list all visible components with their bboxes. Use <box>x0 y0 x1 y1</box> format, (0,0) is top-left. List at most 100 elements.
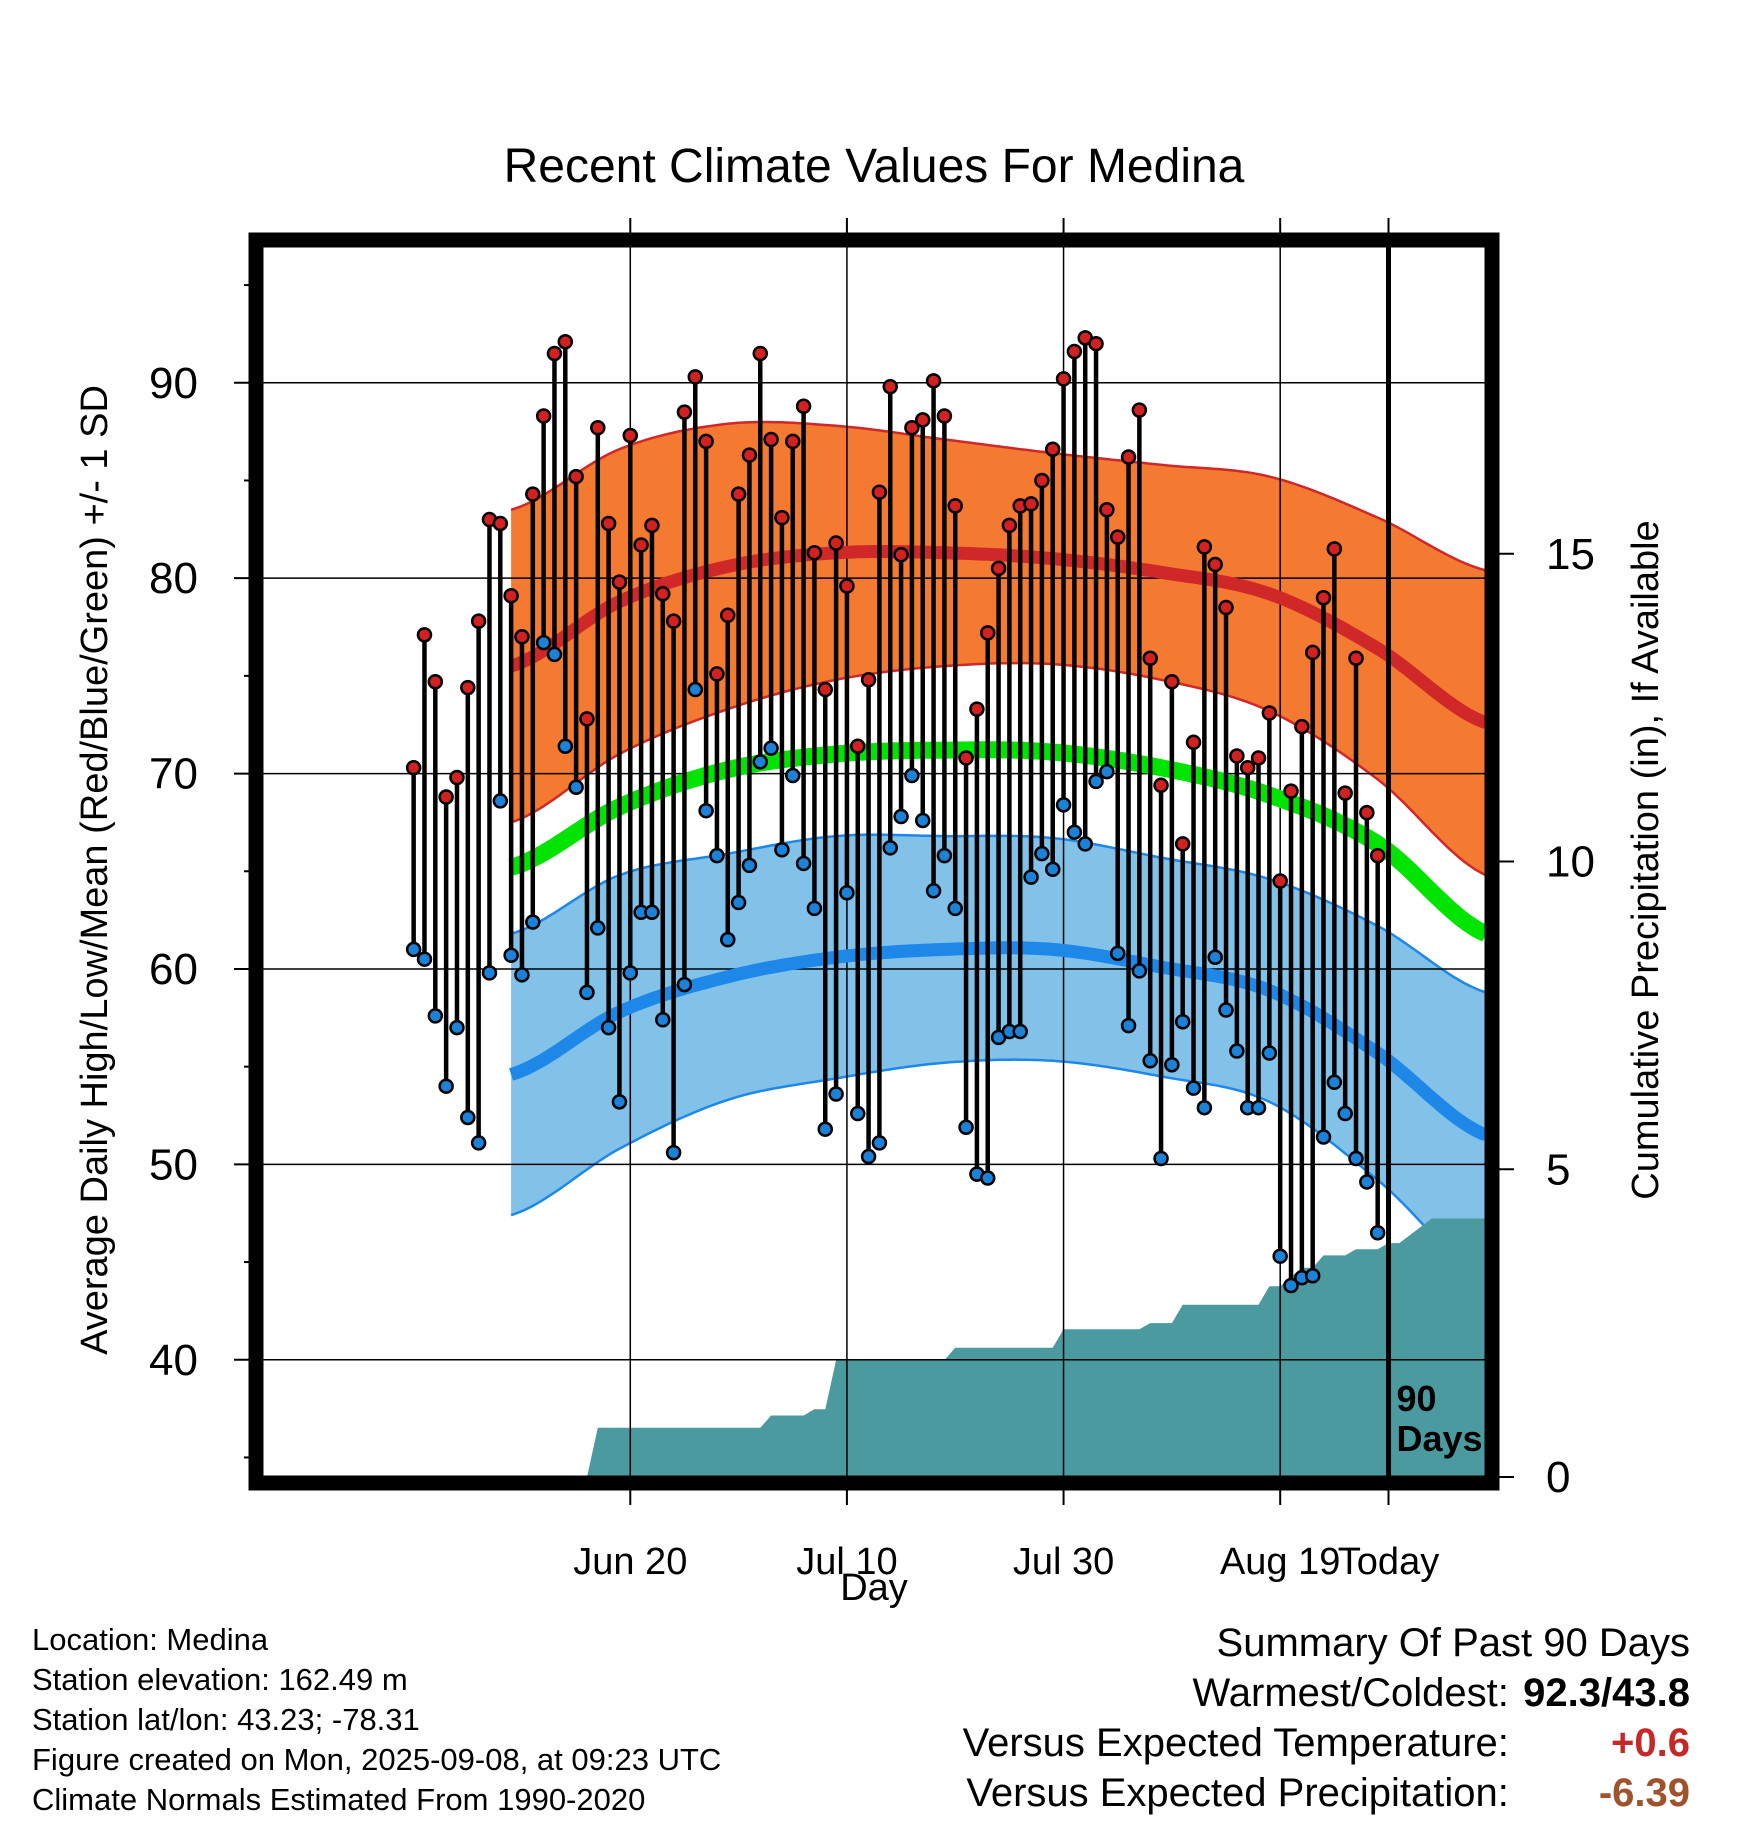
low-temp-point <box>698 802 714 819</box>
low-temp-point <box>1218 1002 1234 1018</box>
high-temp-point <box>1218 599 1234 616</box>
high-temp-point <box>492 515 509 532</box>
high-temp-point <box>503 588 519 604</box>
low-temp-point <box>871 1135 888 1151</box>
x-axis-label: Day <box>840 1567 908 1609</box>
extremes-label: Warmest/Coldest: <box>1192 1671 1509 1715</box>
high-temp-point <box>1164 673 1180 690</box>
low-temp-point <box>481 965 498 981</box>
low-temp-point <box>806 900 823 917</box>
high-temp-point <box>925 373 942 389</box>
high-temp-point <box>709 666 725 682</box>
low-temp-point <box>850 1105 866 1122</box>
chart-title: Recent Climate Values For Medina <box>504 140 1245 193</box>
low-temp-point <box>1229 1043 1245 1059</box>
low-temp-point <box>904 767 920 784</box>
low-temp-point <box>785 767 801 784</box>
high-temp-point <box>568 468 584 485</box>
low-temp-point <box>947 900 963 917</box>
extremes-value: 92.3/43.8 <box>1523 1671 1690 1715</box>
low-temp-point <box>535 634 552 651</box>
high-temp-point <box>1034 472 1050 489</box>
high-temp-point <box>795 398 812 414</box>
high-temp-point <box>676 404 693 420</box>
high-temp-point <box>1185 734 1202 751</box>
low-temp-point <box>1185 1080 1202 1096</box>
high-temp-point <box>1001 517 1018 534</box>
high-temp-point <box>470 613 487 629</box>
low-temp-point <box>1077 836 1093 852</box>
low-temp-point <box>1369 1225 1386 1241</box>
low-temp-point <box>882 840 898 856</box>
x-tick-label: Jun 20 <box>573 1541 687 1583</box>
high-temp-point <box>1044 441 1061 457</box>
high-temp-point <box>1142 650 1158 667</box>
summary-temp: Versus Expected Temperature: +0.6 <box>963 1718 1690 1768</box>
low-temp-point <box>1337 1105 1353 1122</box>
low-temp-point <box>893 808 909 825</box>
low-temp-point <box>1250 1099 1267 1116</box>
high-temp-point <box>720 607 736 624</box>
high-temp-point <box>1229 748 1245 764</box>
high-temp-point <box>763 431 779 448</box>
high-temp-point <box>1023 496 1039 512</box>
high-temp-point <box>1066 343 1083 360</box>
high-temp-point <box>460 679 476 696</box>
low-temp-point <box>405 941 422 958</box>
summary-panel: Summary Of Past 90 Days Warmest/Coldest:… <box>963 1618 1690 1818</box>
high-temp-point <box>416 627 433 643</box>
low-temp-point <box>1283 1277 1299 1294</box>
high-temp-point <box>752 345 769 362</box>
high-temp-point <box>947 498 963 514</box>
low-temp-point <box>1207 949 1223 965</box>
location-text: Location: Medina <box>32 1622 269 1657</box>
high-temp-point <box>1174 836 1191 852</box>
high-temp-point <box>1348 650 1364 667</box>
high-temp-point <box>817 681 834 698</box>
summary-precip: Versus Expected Precipitation: -6.39 <box>963 1768 1690 1818</box>
low-temp-point <box>741 857 758 874</box>
low-temp-point <box>709 847 725 864</box>
low-temp-point <box>611 1094 628 1110</box>
low-temp-point <box>1326 1074 1343 1091</box>
low-temp-point <box>914 812 931 829</box>
summary-heading: Summary Of Past 90 Days <box>1216 1621 1690 1665</box>
high-temp-point <box>1326 541 1343 557</box>
low-temp-point <box>839 885 855 901</box>
low-temp-point <box>546 646 563 663</box>
high-temp-point <box>1369 847 1386 864</box>
high-temp-point <box>1239 759 1256 776</box>
low-temp-point <box>416 951 433 967</box>
high-temp-point <box>1207 556 1223 573</box>
low-temp-point <box>687 681 704 698</box>
low-temp-point <box>557 738 574 754</box>
low-temp-point <box>1066 824 1083 840</box>
low-temp-point <box>525 914 541 930</box>
latlon-text: Station lat/lon: 43.23; -78.31 <box>32 1702 420 1737</box>
high-temp-point <box>882 378 898 395</box>
low-temp-point <box>579 984 595 1001</box>
high-temp-point <box>535 408 552 424</box>
low-temp-point <box>622 965 639 981</box>
high-temp-point <box>958 750 974 766</box>
high-temp-point <box>427 673 444 690</box>
station-info: Location: Medina Station elevation: 162.… <box>32 1620 721 1820</box>
high-temp-point <box>893 546 909 563</box>
high-temp-point <box>741 447 758 463</box>
high-temp-point <box>687 369 704 385</box>
low-temp-point <box>1196 1099 1213 1116</box>
summary-extremes: Warmest/Coldest: 92.3/43.8 <box>963 1668 1691 1718</box>
low-temp-point <box>1164 1056 1180 1073</box>
high-temp-point <box>774 509 790 526</box>
y-tick-label: 90 <box>149 359 198 408</box>
today-marker-label: Days <box>1397 1418 1483 1459</box>
high-temp-point <box>633 537 649 553</box>
low-temp-point <box>1359 1174 1375 1190</box>
low-temp-point <box>1272 1248 1288 1264</box>
high-temp-point <box>1109 529 1126 545</box>
low-temp-point <box>1142 1053 1158 1069</box>
low-temp-point <box>730 894 747 911</box>
high-temp-point <box>405 759 422 776</box>
low-temp-point <box>720 931 736 948</box>
high-temp-point <box>730 486 747 502</box>
